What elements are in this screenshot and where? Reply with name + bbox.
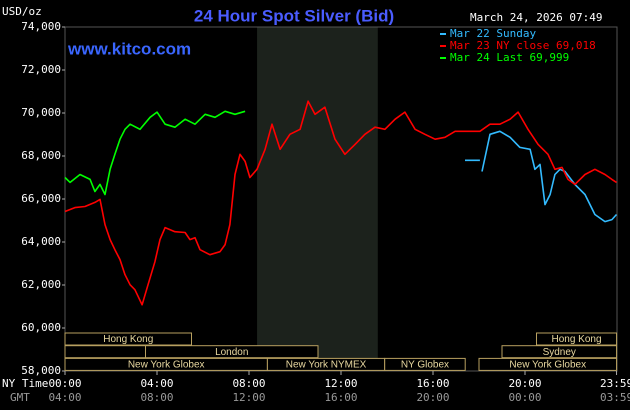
y-tick-label: 70,000 xyxy=(21,106,61,119)
x-tick-label: 16:00 xyxy=(416,377,449,390)
session-box xyxy=(478,357,618,371)
x-tick-label: 00:00 xyxy=(48,377,81,390)
x2-tick-label: 16:00 xyxy=(324,391,357,404)
x-tick-label: 08:00 xyxy=(232,377,265,390)
session-label: Hong Kong xyxy=(551,334,601,345)
session-label: Sydney xyxy=(543,347,576,358)
legend-entry: Mar 23 NY close 69,018 xyxy=(450,39,596,52)
session-box xyxy=(384,357,466,371)
session-label: NY Globex xyxy=(401,360,449,371)
site-url: www.kitco.com xyxy=(67,39,191,58)
session-box xyxy=(64,345,146,359)
session-label: New York Globex xyxy=(128,360,205,371)
y-axis-label: USD/oz xyxy=(2,5,42,18)
session-label: New York NYMEX xyxy=(286,360,367,371)
y-tick-label: 62,000 xyxy=(21,278,61,291)
x-axis-label: NY Time xyxy=(2,377,48,390)
y-tick-label: 58,000 xyxy=(21,364,61,377)
x-tick-label: 20:00 xyxy=(508,377,541,390)
y-tick-label: 74,000 xyxy=(21,20,61,33)
price-line xyxy=(465,130,618,223)
legend-entry: Mar 22 Sunday xyxy=(450,27,536,40)
session-box xyxy=(501,345,618,359)
session-label: New York Globex xyxy=(509,360,586,371)
x2-tick-label: 12:00 xyxy=(232,391,265,404)
price-line xyxy=(64,100,617,306)
y-tick-label: 60,000 xyxy=(21,321,61,334)
legend-entry: Mar 24 Last 69,999 xyxy=(450,51,569,64)
session-label: Hong Kong xyxy=(103,334,153,345)
chart-title: 24 Hour Spot Silver (Bid) xyxy=(194,6,394,25)
x2-tick-label: 00:00 xyxy=(508,391,541,404)
x2-tick-label: 20:00 xyxy=(416,391,449,404)
y-tick-label: 64,000 xyxy=(21,235,61,248)
y-tick-label: 72,000 xyxy=(21,63,61,76)
session-box xyxy=(536,332,618,346)
y-tick-label: 66,000 xyxy=(21,192,61,205)
x2-tick-label: 04:00 xyxy=(48,391,81,404)
price-line xyxy=(64,110,246,196)
session-box xyxy=(64,332,192,346)
x2-tick-label: 08:00 xyxy=(140,391,173,404)
x-tick-label: 12:00 xyxy=(324,377,357,390)
x-tick-label: 04:00 xyxy=(140,377,173,390)
session-box xyxy=(145,345,319,359)
timestamp: March 24, 2026 07:49 xyxy=(470,11,602,24)
shaded-region xyxy=(257,27,378,371)
x2-axis-label: GMT xyxy=(10,391,30,404)
x2-tick-label: 03:59 xyxy=(600,391,630,404)
y-tick-label: 68,000 xyxy=(21,149,61,162)
x-tick-label: 23:59 xyxy=(600,377,630,390)
session-label: London xyxy=(215,347,248,358)
